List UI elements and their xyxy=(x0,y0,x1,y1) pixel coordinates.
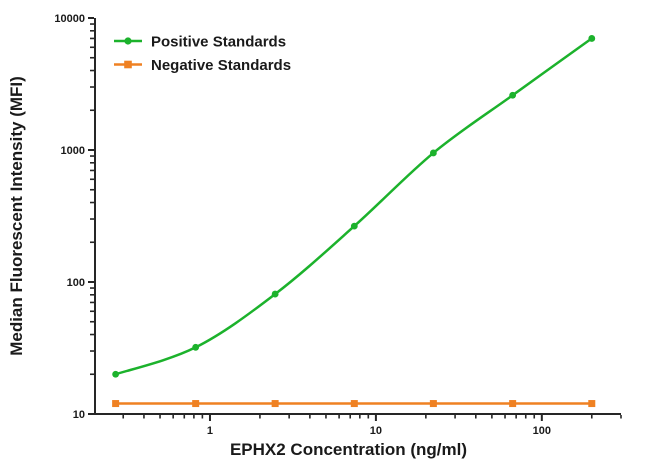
y-tick-label: 10 xyxy=(73,409,85,421)
data-point-circle xyxy=(509,91,517,99)
data-point-circle xyxy=(192,343,200,351)
y-axis-title: Median Fluorescent Intensity (MFI) xyxy=(7,76,26,356)
axes: 10 100 1000 10000 1 10 100 xyxy=(54,13,622,437)
x-axis-title: EPHX2 Concentration (ng/ml) xyxy=(230,440,467,459)
data-point-circle xyxy=(112,370,120,378)
x-tick-label: 100 xyxy=(533,425,551,437)
data-point-square xyxy=(350,400,358,408)
legend-label-negative: Negative Standards xyxy=(151,57,291,74)
data-series xyxy=(112,35,596,408)
legend-item-positive: Positive Standards xyxy=(114,34,286,51)
data-point-circle xyxy=(588,35,596,42)
x-tick-label: 10 xyxy=(370,425,382,437)
series-negative xyxy=(112,400,596,408)
y-tick-label: 10000 xyxy=(54,13,85,25)
data-point-square xyxy=(429,400,437,408)
legend-marker-positive-icon xyxy=(124,37,132,45)
data-point-square xyxy=(509,400,517,408)
y-tick-label: 100 xyxy=(67,277,85,289)
data-point-square xyxy=(192,400,200,408)
series-positive xyxy=(112,35,596,378)
x-tick-label: 1 xyxy=(207,425,213,437)
y-tick-label: 1000 xyxy=(61,145,85,157)
data-point-circle xyxy=(271,290,279,298)
data-point-circle xyxy=(429,149,437,157)
data-point-square xyxy=(588,400,596,408)
legend-item-negative: Negative Standards xyxy=(114,57,291,74)
data-point-circle xyxy=(350,222,358,230)
legend: Positive Standards Negative Standards xyxy=(114,34,291,74)
data-point-square xyxy=(112,400,120,408)
data-point-square xyxy=(271,400,279,408)
legend-marker-negative-icon xyxy=(124,60,132,69)
legend-label-positive: Positive Standards xyxy=(151,34,286,51)
